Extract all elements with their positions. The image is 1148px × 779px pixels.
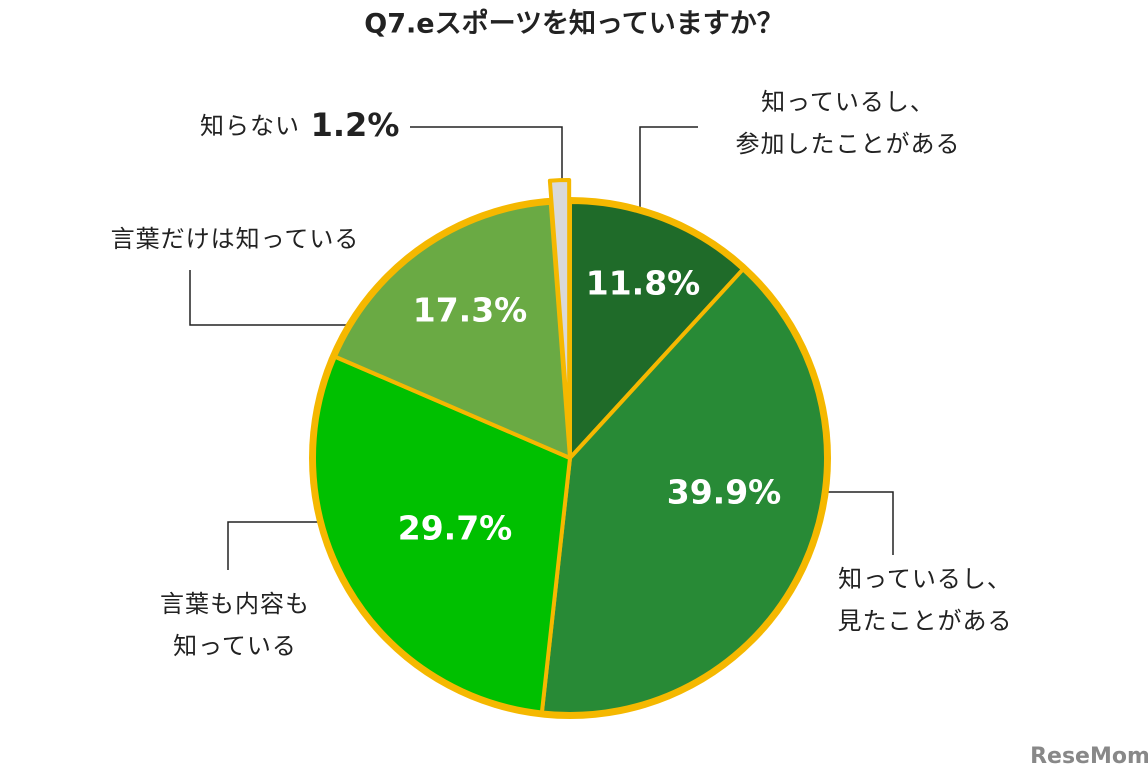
watermark: ReseMom (1030, 744, 1148, 769)
chart-title: Q7.eスポーツを知っていますか？ (364, 9, 783, 40)
label-line: 言葉だけは知っている (111, 225, 360, 253)
leader-line (189, 270, 410, 326)
value-label: 17.3% (413, 291, 528, 330)
pie-slice (568, 200, 746, 460)
label-line: 知っているし、 (761, 88, 935, 116)
pie-slice (332, 200, 572, 460)
label-line: 参加したことがある (736, 130, 961, 158)
leader-line (410, 126, 563, 180)
category-label: 知らない (200, 112, 300, 140)
category-label: 知っているし、見たことがある (838, 565, 1013, 635)
label-line: 知っているし、 (838, 565, 1012, 593)
leader-line (639, 126, 698, 240)
label-line: 言葉も内容も (160, 590, 310, 618)
value-label: 11.8% (586, 264, 701, 303)
label-line: 知らない (200, 112, 300, 140)
leader-line (812, 491, 894, 555)
pie-slice (312, 354, 572, 715)
value-label: 29.7% (398, 509, 513, 548)
pie-slice (547, 178, 572, 439)
category-label: 言葉も内容も知っている (160, 590, 310, 660)
label-line: 知っている (173, 632, 297, 660)
label-line: 見たことがある (838, 607, 1013, 635)
category-label: 知っているし、参加したことがある (736, 88, 961, 158)
category-label: 言葉だけは知っている (111, 225, 360, 253)
pie-slice (539, 267, 828, 716)
value-label: 39.9% (667, 473, 782, 512)
value-label: 1.2% (311, 106, 400, 144)
